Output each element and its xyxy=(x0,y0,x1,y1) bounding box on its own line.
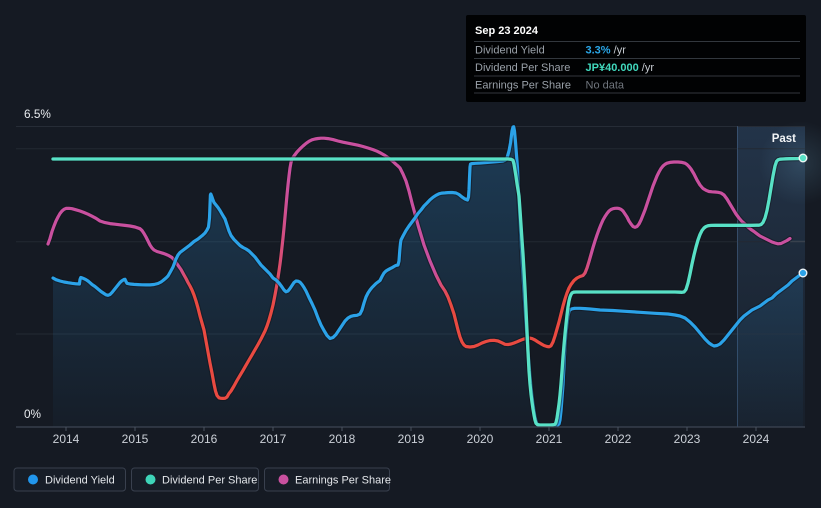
svg-text:Dividend Per Share: Dividend Per Share xyxy=(162,475,257,487)
svg-text:2020: 2020 xyxy=(467,432,494,446)
svg-text:2015: 2015 xyxy=(122,432,149,446)
svg-text:Earnings Per Share: Earnings Per Share xyxy=(475,80,571,92)
svg-text:3.3% /yr: 3.3% /yr xyxy=(586,45,627,57)
svg-text:Sep 23 2024: Sep 23 2024 xyxy=(475,25,539,37)
svg-text:No data: No data xyxy=(586,80,625,92)
svg-text:2016: 2016 xyxy=(191,432,218,446)
svg-text:Earnings Per Share: Earnings Per Share xyxy=(295,475,391,487)
svg-text:0%: 0% xyxy=(24,407,42,421)
svg-text:2019: 2019 xyxy=(398,432,425,446)
svg-text:2023: 2023 xyxy=(674,432,701,446)
svg-text:Dividend Per Share: Dividend Per Share xyxy=(475,62,570,74)
svg-text:6.5%: 6.5% xyxy=(24,107,51,121)
svg-text:2022: 2022 xyxy=(605,432,632,446)
svg-text:JP¥40.000 /yr: JP¥40.000 /yr xyxy=(586,62,655,74)
svg-text:2017: 2017 xyxy=(260,432,287,446)
svg-text:2024: 2024 xyxy=(743,432,770,446)
svg-text:Dividend Yield: Dividend Yield xyxy=(45,475,115,487)
svg-text:Dividend Yield: Dividend Yield xyxy=(475,45,545,57)
svg-text:Past: Past xyxy=(772,133,796,145)
svg-text:2021: 2021 xyxy=(536,432,563,446)
svg-text:2018: 2018 xyxy=(329,432,356,446)
svg-text:2014: 2014 xyxy=(53,432,80,446)
